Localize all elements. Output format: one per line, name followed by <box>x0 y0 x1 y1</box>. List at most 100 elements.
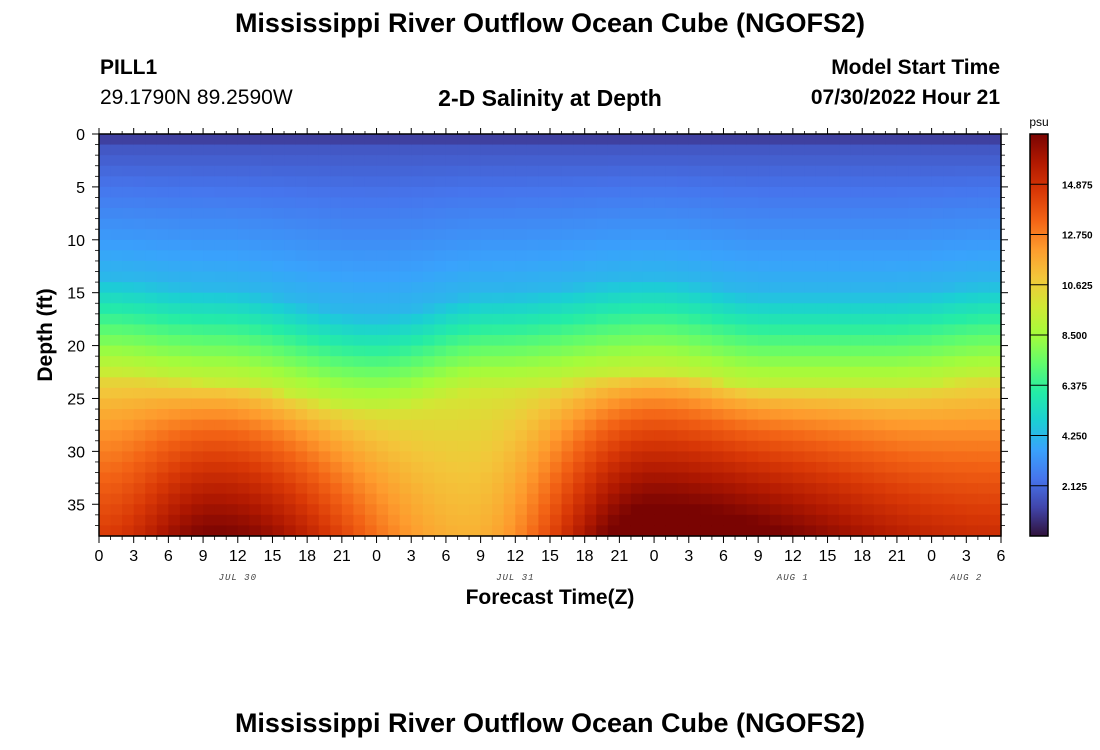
heatmap-cell <box>515 483 528 495</box>
heatmap-cell <box>943 335 956 347</box>
heatmap-cell <box>388 493 401 505</box>
heatmap-cell <box>110 483 123 495</box>
heatmap-cell <box>792 398 806 410</box>
heatmap-cell <box>954 134 967 146</box>
heatmap-cell <box>839 144 852 156</box>
heatmap-cell <box>642 409 655 421</box>
heatmap-cell <box>804 176 817 188</box>
heatmap-cell <box>827 525 840 537</box>
heatmap-cell <box>873 282 886 294</box>
heatmap-cell <box>307 335 320 347</box>
heatmap-cell <box>133 208 146 220</box>
heatmap-cell <box>249 398 262 410</box>
heatmap-cell <box>318 366 331 378</box>
x-tick-label: 15 <box>819 548 837 565</box>
heatmap-cell <box>654 155 667 167</box>
heatmap-cell <box>896 398 910 410</box>
heatmap-cell <box>873 461 886 474</box>
heatmap-cell <box>318 430 331 442</box>
heatmap-cell <box>330 155 343 167</box>
heatmap-cell <box>873 271 886 283</box>
heatmap-cell <box>526 409 540 421</box>
heatmap-cell <box>226 303 239 315</box>
heatmap-cell <box>399 197 412 209</box>
heatmap-cell <box>943 345 956 357</box>
heatmap-cell <box>469 345 482 357</box>
heatmap-cell <box>850 356 863 368</box>
heatmap-cell <box>249 144 262 156</box>
heatmap-cell <box>295 324 308 336</box>
heatmap-cell <box>226 313 239 326</box>
heatmap-cell <box>688 313 701 326</box>
heatmap-cell <box>792 229 806 241</box>
heatmap-cell <box>792 430 806 442</box>
heatmap-cell <box>642 514 655 527</box>
heatmap-cell <box>272 260 285 273</box>
heatmap-cell <box>526 387 540 400</box>
heatmap-cell <box>954 292 967 304</box>
heatmap-cell <box>723 197 736 209</box>
heatmap-cell <box>885 208 898 220</box>
heatmap-cell <box>550 483 563 495</box>
heatmap-cell <box>457 250 470 262</box>
heatmap-cell <box>538 514 551 527</box>
heatmap-cell <box>191 525 204 537</box>
heatmap-cell <box>469 144 482 156</box>
heatmap-cell <box>214 461 227 474</box>
heatmap-cell <box>746 514 759 527</box>
heatmap-cell <box>376 144 389 156</box>
heatmap-cell <box>873 493 886 505</box>
heatmap-cell <box>284 155 297 167</box>
heatmap-cell <box>723 451 736 463</box>
heatmap-cell <box>168 514 181 527</box>
heatmap-cell <box>550 356 563 368</box>
heatmap-cell <box>827 356 840 368</box>
heatmap-cell <box>989 260 1002 273</box>
heatmap-cell <box>480 440 493 452</box>
heatmap-cell <box>920 483 933 495</box>
heatmap-cell <box>110 525 123 537</box>
x-tick-label: 12 <box>506 548 524 565</box>
heatmap-cell <box>920 134 933 146</box>
heatmap-cell <box>920 430 933 442</box>
heatmap-cell <box>156 335 169 347</box>
heatmap-cell <box>943 483 956 495</box>
heatmap-cell <box>388 461 401 474</box>
heatmap-cell <box>665 514 678 527</box>
heatmap-cell <box>596 451 609 463</box>
heatmap-cell <box>156 377 169 389</box>
heatmap-cell <box>168 419 181 431</box>
heatmap-cell <box>156 493 169 505</box>
heatmap-cell <box>896 483 910 495</box>
heatmap-cell <box>711 282 725 294</box>
heatmap-cell <box>388 313 401 326</box>
heatmap-cell <box>110 440 123 452</box>
heatmap-cell <box>596 461 609 474</box>
heatmap-cell <box>376 377 389 389</box>
heatmap-cell <box>110 377 123 389</box>
heatmap-cell <box>839 398 852 410</box>
heatmap-cell <box>920 335 933 347</box>
heatmap-cell <box>873 144 886 156</box>
heatmap-cell <box>711 366 725 378</box>
heatmap-cell <box>735 197 748 209</box>
heatmap-cell <box>237 313 250 326</box>
heatmap-cell <box>145 176 158 188</box>
heatmap-cell <box>538 155 551 167</box>
heatmap-cell <box>700 483 713 495</box>
heatmap-cell <box>203 430 216 442</box>
heatmap-cell <box>862 239 875 251</box>
heatmap-cell <box>330 208 343 220</box>
heatmap-cell <box>896 271 910 283</box>
heatmap-cell <box>179 144 193 156</box>
heatmap-cell <box>630 208 644 220</box>
heatmap-cell <box>862 461 875 474</box>
heatmap-cell <box>654 504 667 516</box>
heatmap-cell <box>723 208 736 220</box>
heatmap-cell <box>850 292 863 304</box>
heatmap-cell <box>295 282 308 294</box>
heatmap-cell <box>827 451 840 463</box>
heatmap-cell <box>364 134 378 146</box>
heatmap-cell <box>931 165 944 177</box>
heatmap-cell <box>457 483 470 495</box>
